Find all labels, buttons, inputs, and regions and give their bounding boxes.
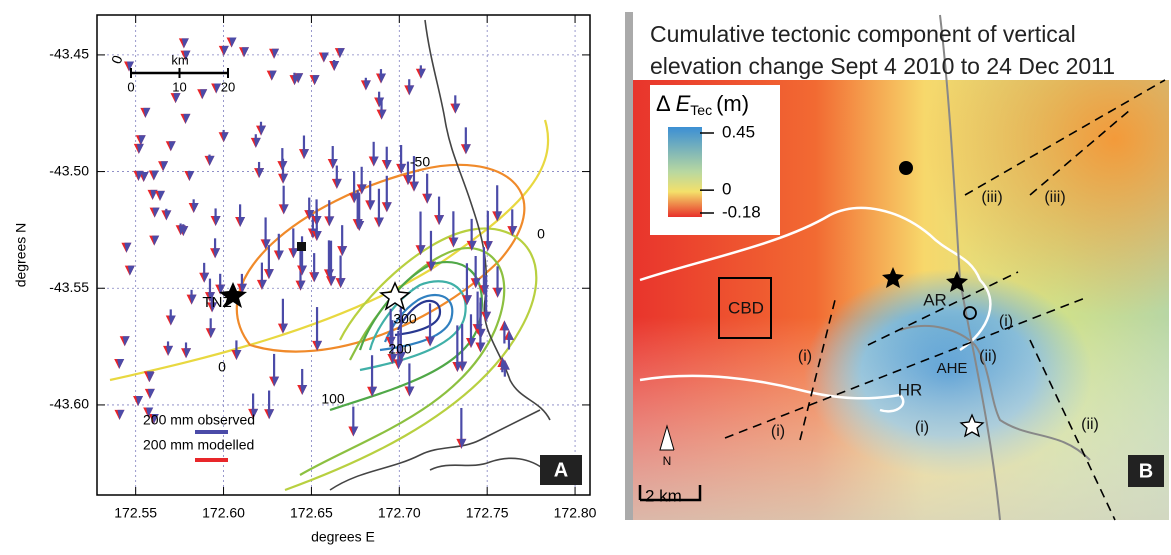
map-label: AHE (937, 360, 968, 377)
scale-unit: km (171, 52, 188, 67)
colorbar (668, 127, 702, 217)
map-label: HR (898, 380, 923, 399)
map-label: (i) (915, 419, 929, 436)
panel-label: A (554, 459, 568, 481)
variable: E (676, 91, 691, 116)
x-tick-label: 172.65 (290, 505, 333, 521)
legend-label: 200 mm modelled (143, 437, 254, 453)
panel-label: B (1139, 460, 1153, 482)
contour-label: 0 (218, 359, 226, 375)
scale-tick-label: 20 (221, 79, 235, 94)
colorbar-tick-label: 0 (722, 180, 731, 199)
scale-tick-label: 10 (172, 79, 186, 94)
map-label: (ii) (1081, 416, 1099, 433)
x-tick-label: 172.70 (378, 505, 421, 521)
x-axis-label: degrees E (311, 529, 375, 545)
y-tick-label: -43.45 (49, 46, 89, 62)
north-label: N (663, 454, 672, 468)
y-tick-label: -43.60 (49, 396, 89, 412)
x-tick-label: 172.60 (202, 505, 245, 521)
dot-marker (899, 161, 913, 175)
map-label: (iii) (1044, 189, 1065, 206)
map-label: (i) (798, 348, 812, 365)
y-tick-label: -43.50 (49, 162, 89, 178)
contour-label: -50 (410, 154, 430, 170)
map-label: AR (923, 290, 947, 309)
map-label: (i) (999, 313, 1013, 330)
x-tick-label: 172.55 (114, 505, 157, 521)
title: elevation change Sept 4 2010 to 24 Dec 2… (650, 53, 1115, 79)
scale-label: 2 km (645, 486, 682, 505)
legend-label: 200 mm observed (143, 412, 255, 428)
colorbar-tick-label: -0.18 (722, 202, 761, 221)
map-label: (i) (771, 423, 785, 440)
scale-tick-label: 0 (127, 79, 134, 94)
map-edge (625, 12, 633, 520)
colorbar-tick-label: 0.45 (722, 122, 755, 141)
square-marker (297, 242, 306, 251)
figure: A degrees E degrees N km TNZ 200 mm obse… (0, 0, 1171, 550)
station-label: TNZ (202, 294, 231, 311)
y-axis-label: degrees N (13, 223, 29, 288)
x-tick-label: 172.75 (466, 505, 509, 521)
contour-label: 300 (393, 311, 417, 327)
panel-b: B Cumulative tectonic component of verti… (625, 12, 1169, 520)
title: Cumulative tectonic component of vertica… (650, 21, 1076, 47)
unit: (m) (716, 91, 749, 116)
map-label: (ii) (979, 348, 997, 365)
symbol: Δ (656, 91, 671, 116)
y-tick-label: -43.55 (49, 279, 89, 295)
subscript: Tec (690, 102, 712, 118)
contour-label: 0 (537, 226, 545, 242)
contour-label: 200 (388, 341, 412, 357)
map-label: (iii) (981, 189, 1002, 206)
x-tick-label: 172.80 (554, 505, 597, 521)
contour-label: 100 (321, 391, 345, 407)
map-label: CBD (728, 298, 764, 317)
panel-a: A degrees E degrees N km TNZ 200 mm obse… (13, 15, 597, 545)
